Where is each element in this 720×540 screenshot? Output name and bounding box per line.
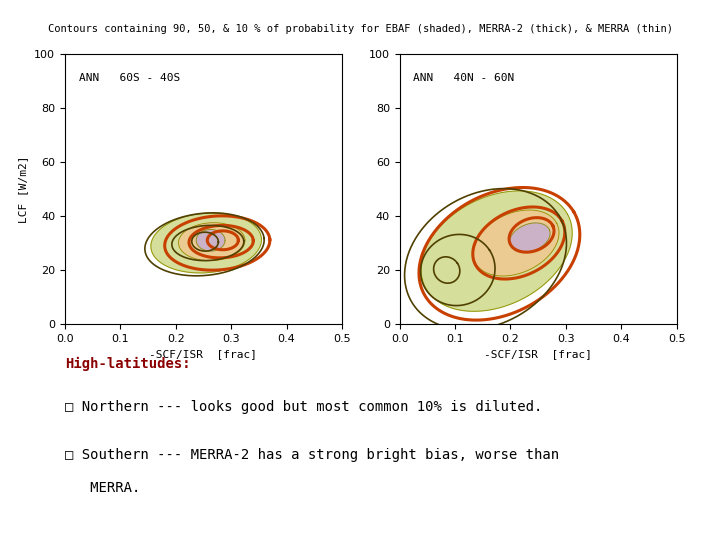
Text: □ Southern --- MERRA-2 has a strong bright bias, worse than: □ Southern --- MERRA-2 has a strong brig…	[65, 448, 559, 462]
Polygon shape	[473, 210, 559, 276]
Polygon shape	[510, 223, 550, 252]
X-axis label: -SCF/ISR  [frac]: -SCF/ISR [frac]	[485, 349, 593, 359]
Y-axis label: LCF [W/m2]: LCF [W/m2]	[19, 156, 29, 222]
Text: High-latitudes:: High-latitudes:	[65, 356, 190, 370]
Polygon shape	[179, 222, 245, 261]
Polygon shape	[196, 230, 225, 251]
Text: ANN   60S - 40S: ANN 60S - 40S	[78, 73, 180, 83]
Polygon shape	[151, 213, 261, 273]
Text: ANN   40N - 60N: ANN 40N - 60N	[413, 73, 515, 83]
Text: □ Northern --- looks good but most common 10% is diluted.: □ Northern --- looks good but most commo…	[65, 400, 542, 414]
Text: Contours containing 90, 50, & 10 % of probability for EBAF (shaded), MERRA-2 (th: Contours containing 90, 50, & 10 % of pr…	[48, 24, 672, 35]
Text: MERRA.: MERRA.	[65, 481, 140, 495]
X-axis label: -SCF/ISR  [frac]: -SCF/ISR [frac]	[150, 349, 258, 359]
Polygon shape	[421, 191, 572, 311]
